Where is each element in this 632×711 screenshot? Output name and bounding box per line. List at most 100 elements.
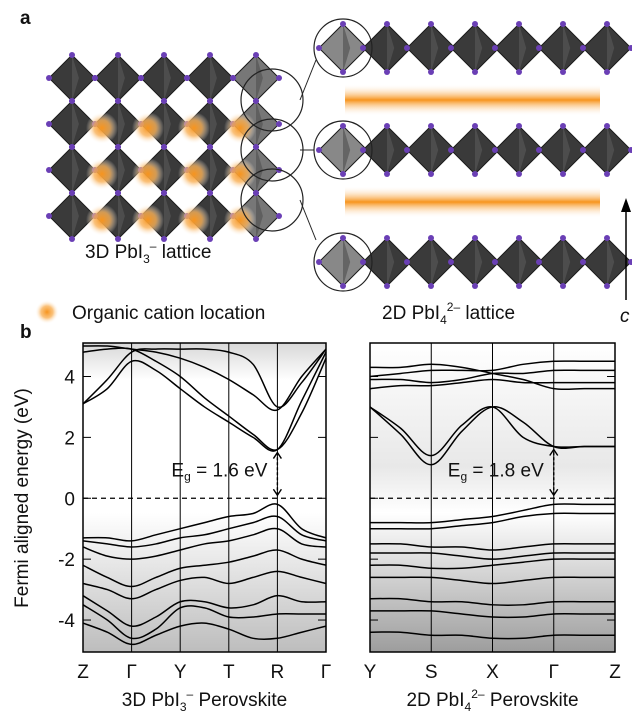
octahedron-face: [210, 101, 217, 147]
iodide: [184, 75, 190, 81]
cation: [132, 204, 164, 236]
octahedron-face: [343, 238, 351, 286]
x-tick-label: X: [486, 662, 499, 683]
octahedron-face: [164, 193, 171, 239]
x-tick-label: Y: [364, 662, 377, 683]
iodide: [115, 52, 121, 58]
iodide: [516, 69, 522, 75]
band-line: [369, 542, 615, 551]
gap-symbol: E: [448, 460, 461, 481]
iodide: [253, 236, 259, 242]
octahedron-face: [563, 24, 571, 72]
y-tick-label: 4: [64, 367, 75, 388]
iodide: [560, 69, 566, 75]
cation-layer: [345, 84, 600, 116]
iodide: [340, 235, 346, 241]
iodide: [384, 283, 390, 289]
y-tick-label: 2: [64, 428, 75, 449]
iodide: [604, 235, 610, 241]
iodide: [161, 52, 167, 58]
title-sup: 2–: [471, 687, 485, 701]
iodide: [384, 21, 390, 27]
y-tick-label: -4: [58, 611, 75, 632]
zoom-line: [299, 59, 317, 101]
iodide: [560, 123, 566, 129]
cation: [86, 112, 118, 144]
octahedron-face: [607, 24, 615, 72]
octahedron-face: [164, 55, 171, 101]
iodide: [69, 52, 75, 58]
iodide: [516, 123, 522, 129]
iodide: [516, 21, 522, 27]
octahedron-face: [475, 24, 483, 72]
cation: [132, 158, 164, 190]
iodide: [560, 235, 566, 241]
octahedron-face: [387, 24, 395, 72]
gap-subscript: g: [460, 469, 467, 483]
iodide: [428, 283, 434, 289]
structure-diagram: [46, 18, 632, 292]
iodide: [428, 123, 434, 129]
iodide: [340, 21, 346, 27]
band-line: [370, 609, 615, 619]
cation: [86, 158, 118, 190]
iodide: [384, 69, 390, 75]
band-line: [82, 515, 327, 548]
iodide: [428, 69, 434, 75]
iodide: [316, 45, 322, 51]
octahedron-face: [164, 147, 171, 193]
iodide: [404, 259, 410, 265]
iodide: [492, 45, 498, 51]
band-line: [369, 406, 615, 457]
band-line: [82, 594, 327, 627]
zoom-circle: [240, 68, 304, 132]
iodide: [46, 121, 52, 127]
octahedron-face: [607, 126, 615, 174]
iodide: [404, 45, 410, 51]
band-line: [82, 345, 327, 412]
octahedron-face: [563, 238, 571, 286]
octahedron-face: [72, 193, 79, 239]
x-tick-label: Γ: [126, 662, 136, 683]
iodide: [115, 236, 121, 242]
iodide: [516, 171, 522, 177]
band-line: [369, 360, 615, 378]
x-tick-label: Γ: [549, 662, 559, 683]
iodide: [560, 171, 566, 177]
band-line: [369, 558, 615, 570]
iodide: [340, 283, 346, 289]
iodide: [604, 123, 610, 129]
iodide: [316, 259, 322, 265]
octahedron-face: [387, 238, 395, 286]
gap-arrowhead: [549, 448, 559, 497]
iodide: [448, 45, 454, 51]
band-line: [82, 622, 327, 646]
octahedron-face: [256, 55, 263, 101]
iodide: [340, 69, 346, 75]
plot-frame: [82, 342, 327, 653]
band-line: [369, 576, 615, 585]
octahedron-face: [118, 193, 125, 239]
iodide: [628, 45, 632, 51]
iodide: [384, 171, 390, 177]
octahedron-face: [118, 55, 125, 101]
iodide: [253, 52, 259, 58]
iodide: [580, 45, 586, 51]
cation: [224, 158, 256, 190]
iodide: [253, 190, 259, 196]
iodide: [516, 235, 522, 241]
iodide: [340, 123, 346, 129]
iodide: [448, 259, 454, 265]
iodide: [161, 98, 167, 104]
band-line: [370, 503, 615, 524]
c-axis-label: c: [620, 306, 630, 327]
iodide: [46, 213, 52, 219]
iodide: [360, 147, 366, 153]
octahedron-face: [607, 238, 615, 286]
plot-frame: [369, 342, 616, 653]
octahedron-face: [563, 126, 571, 174]
x-axis-title: 3D PbI3– Perovskite: [122, 687, 287, 711]
iodide: [580, 259, 586, 265]
iodide: [604, 171, 610, 177]
